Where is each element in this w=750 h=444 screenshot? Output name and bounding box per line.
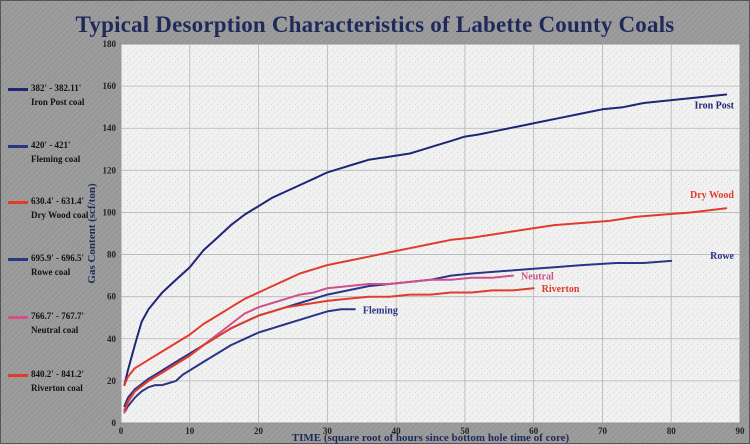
legend-swatch-iron-post bbox=[8, 88, 28, 91]
y-tick-label: 0 bbox=[112, 418, 117, 428]
x-tick-label: 30 bbox=[323, 426, 333, 436]
legend-range-neutral: 766.7' - 767.7' bbox=[31, 311, 84, 321]
legend-range-fleming: 420' - 421' bbox=[31, 140, 71, 150]
legend-label-riverton: Riverton coal bbox=[31, 383, 83, 393]
y-tick-label: 100 bbox=[103, 207, 117, 217]
series-line-dry-wood bbox=[123, 207, 728, 387]
x-tick-label: 0 bbox=[119, 426, 124, 436]
y-tick-label: 60 bbox=[107, 292, 117, 302]
x-tick-label: 20 bbox=[254, 426, 264, 436]
series-line-rowe bbox=[123, 259, 673, 408]
x-tick-label: 40 bbox=[392, 426, 402, 436]
series-line-fleming bbox=[123, 308, 356, 414]
legend-swatch-dry-wood bbox=[8, 201, 28, 204]
x-tick-label: 50 bbox=[460, 426, 470, 436]
legend-label-fleming: Fleming coal bbox=[31, 154, 81, 164]
legend-range-rowe: 695.9' - 696.5' bbox=[31, 253, 84, 263]
legend-label-neutral: Neutral coal bbox=[31, 325, 79, 335]
chart-title: Typical Desorption Characteristics of La… bbox=[75, 12, 675, 37]
x-tick-label: 10 bbox=[185, 426, 195, 436]
y-tick-label: 80 bbox=[107, 250, 117, 260]
series-label-fleming: Fleming bbox=[363, 305, 398, 316]
legend: 382' - 382.11' Iron Post coal 420' - 421… bbox=[4, 0, 120, 444]
legend-range-riverton: 840.2' - 841.2' bbox=[31, 369, 84, 379]
legend-swatch-neutral bbox=[8, 316, 28, 319]
legend-label-dry-wood: Dry Wood coal bbox=[31, 210, 89, 220]
y-tick-label: 40 bbox=[107, 334, 117, 344]
y-tick-label: 180 bbox=[103, 39, 117, 49]
x-tick-label: 80 bbox=[667, 426, 677, 436]
series-label-neutral: Neutral bbox=[521, 272, 554, 283]
series-line-riverton bbox=[123, 287, 535, 412]
legend-range-iron-post: 382' - 382.11' bbox=[31, 83, 82, 93]
x-tick-label: 90 bbox=[736, 426, 746, 436]
legend-label-iron-post: Iron Post coal bbox=[31, 97, 85, 107]
series-label-dry-wood: Dry Wood bbox=[690, 190, 734, 201]
plot-background bbox=[120, 43, 741, 424]
y-tick-label: 20 bbox=[107, 376, 117, 386]
series-line-iron-post bbox=[123, 93, 728, 387]
legend-swatch-rowe bbox=[8, 258, 28, 261]
y-axis-label: Gas Content (scf/ton) bbox=[86, 183, 98, 284]
grid-lines bbox=[120, 43, 741, 424]
legend-label-rowe: Rowe coal bbox=[31, 267, 71, 277]
legend-swatch-fleming bbox=[8, 145, 28, 148]
series-labels: Iron Post Fleming Dry Wood Rowe NeutralRiver… bbox=[363, 101, 735, 317]
legend-range-dry-wood: 630.4' - 631.4' bbox=[31, 196, 84, 206]
series-label-rowe: Rowe bbox=[710, 251, 734, 262]
x-tick-label: 60 bbox=[529, 426, 539, 436]
series-lines bbox=[123, 93, 728, 414]
x-axis-label: TIME (square root of hours since bottom … bbox=[292, 432, 570, 444]
series-label-riverton: Riverton bbox=[542, 284, 580, 295]
series-label-iron-post: Iron Post bbox=[694, 101, 734, 112]
axis-ticks: 0 10 20 30 40 50 60 70 80 90 0 20 40 60 80 100 120 140 160… bbox=[103, 39, 746, 436]
y-tick-label: 140 bbox=[103, 123, 117, 133]
legend-swatch-riverton bbox=[8, 374, 28, 377]
y-tick-label: 160 bbox=[103, 81, 117, 91]
y-tick-label: 120 bbox=[103, 165, 117, 175]
x-tick-label: 70 bbox=[598, 426, 608, 436]
